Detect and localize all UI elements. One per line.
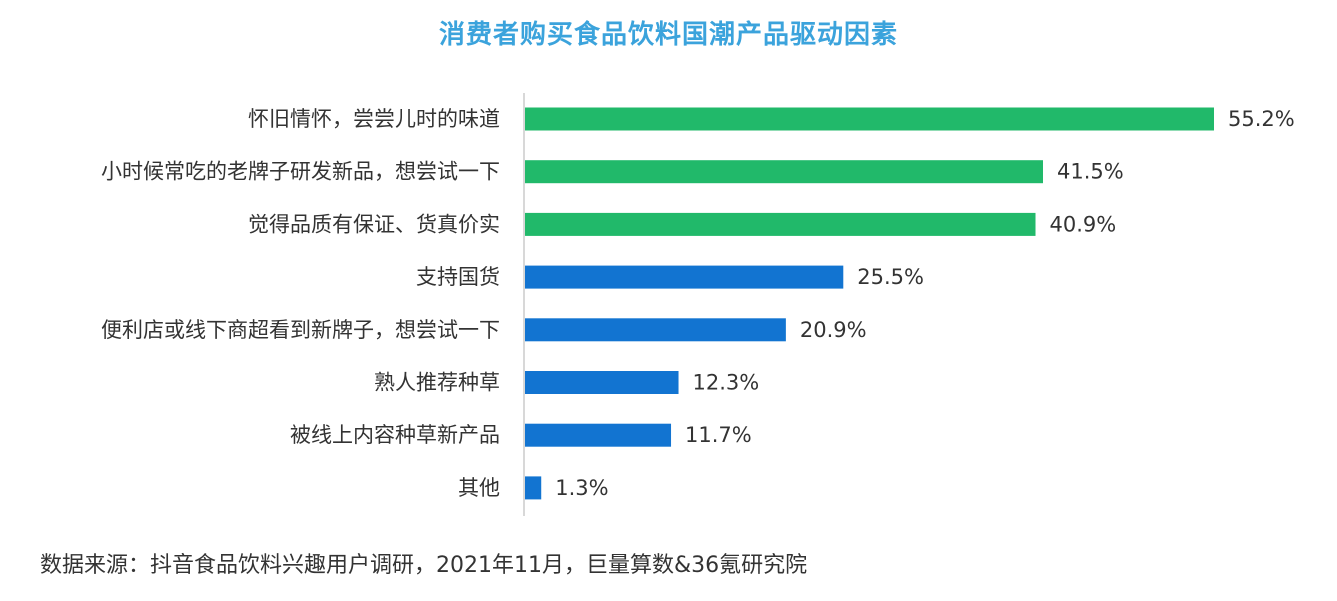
category-label-3: 觉得品质有保证、货真价实 <box>248 212 500 236</box>
value-label-7: 11.7% <box>685 423 752 447</box>
value-label-3: 40.9% <box>1050 212 1117 236</box>
value-label-1: 55.2% <box>1228 107 1295 131</box>
category-label-4: 支持国货 <box>416 265 500 289</box>
bar-1 <box>525 107 1214 131</box>
bar-5 <box>525 318 786 342</box>
bar-6 <box>525 371 679 394</box>
category-label-6: 熟人推荐种草 <box>374 371 500 395</box>
bar-2 <box>525 160 1043 184</box>
category-label-8: 其他 <box>458 476 500 500</box>
bar-8 <box>525 476 542 500</box>
value-label-5: 20.9% <box>800 318 867 342</box>
value-label-8: 1.3% <box>555 476 608 500</box>
value-label-6: 12.3% <box>693 371 760 395</box>
chart-title: 消费者购买食品饮料国潮产品驱动因素 <box>438 20 898 50</box>
category-label-2: 小时候常吃的老牌子研发新品，想尝试一下 <box>101 160 500 184</box>
value-label-2: 41.5% <box>1057 160 1124 184</box>
labels-layer: 怀旧情怀，尝尝儿时的味道 55.2% 小时候常吃的老牌子研发新品，想尝试一下 41.5… <box>101 107 1295 500</box>
source-note: 数据来源：抖音食品饮料兴趣用户调研，2021年11月，巨量算数&36氪研究院 <box>40 553 808 578</box>
bar-3 <box>525 212 1036 236</box>
category-label-5: 便利店或线下商超看到新牌子，想尝试一下 <box>101 318 500 342</box>
bars-layer <box>525 107 1214 500</box>
bar-7 <box>525 423 672 447</box>
category-label-1: 怀旧情怀，尝尝儿时的味道 <box>248 107 500 131</box>
bar-4 <box>525 265 844 289</box>
category-label-7: 被线上内容种草新产品 <box>290 423 500 447</box>
value-label-4: 25.5% <box>857 265 924 289</box>
